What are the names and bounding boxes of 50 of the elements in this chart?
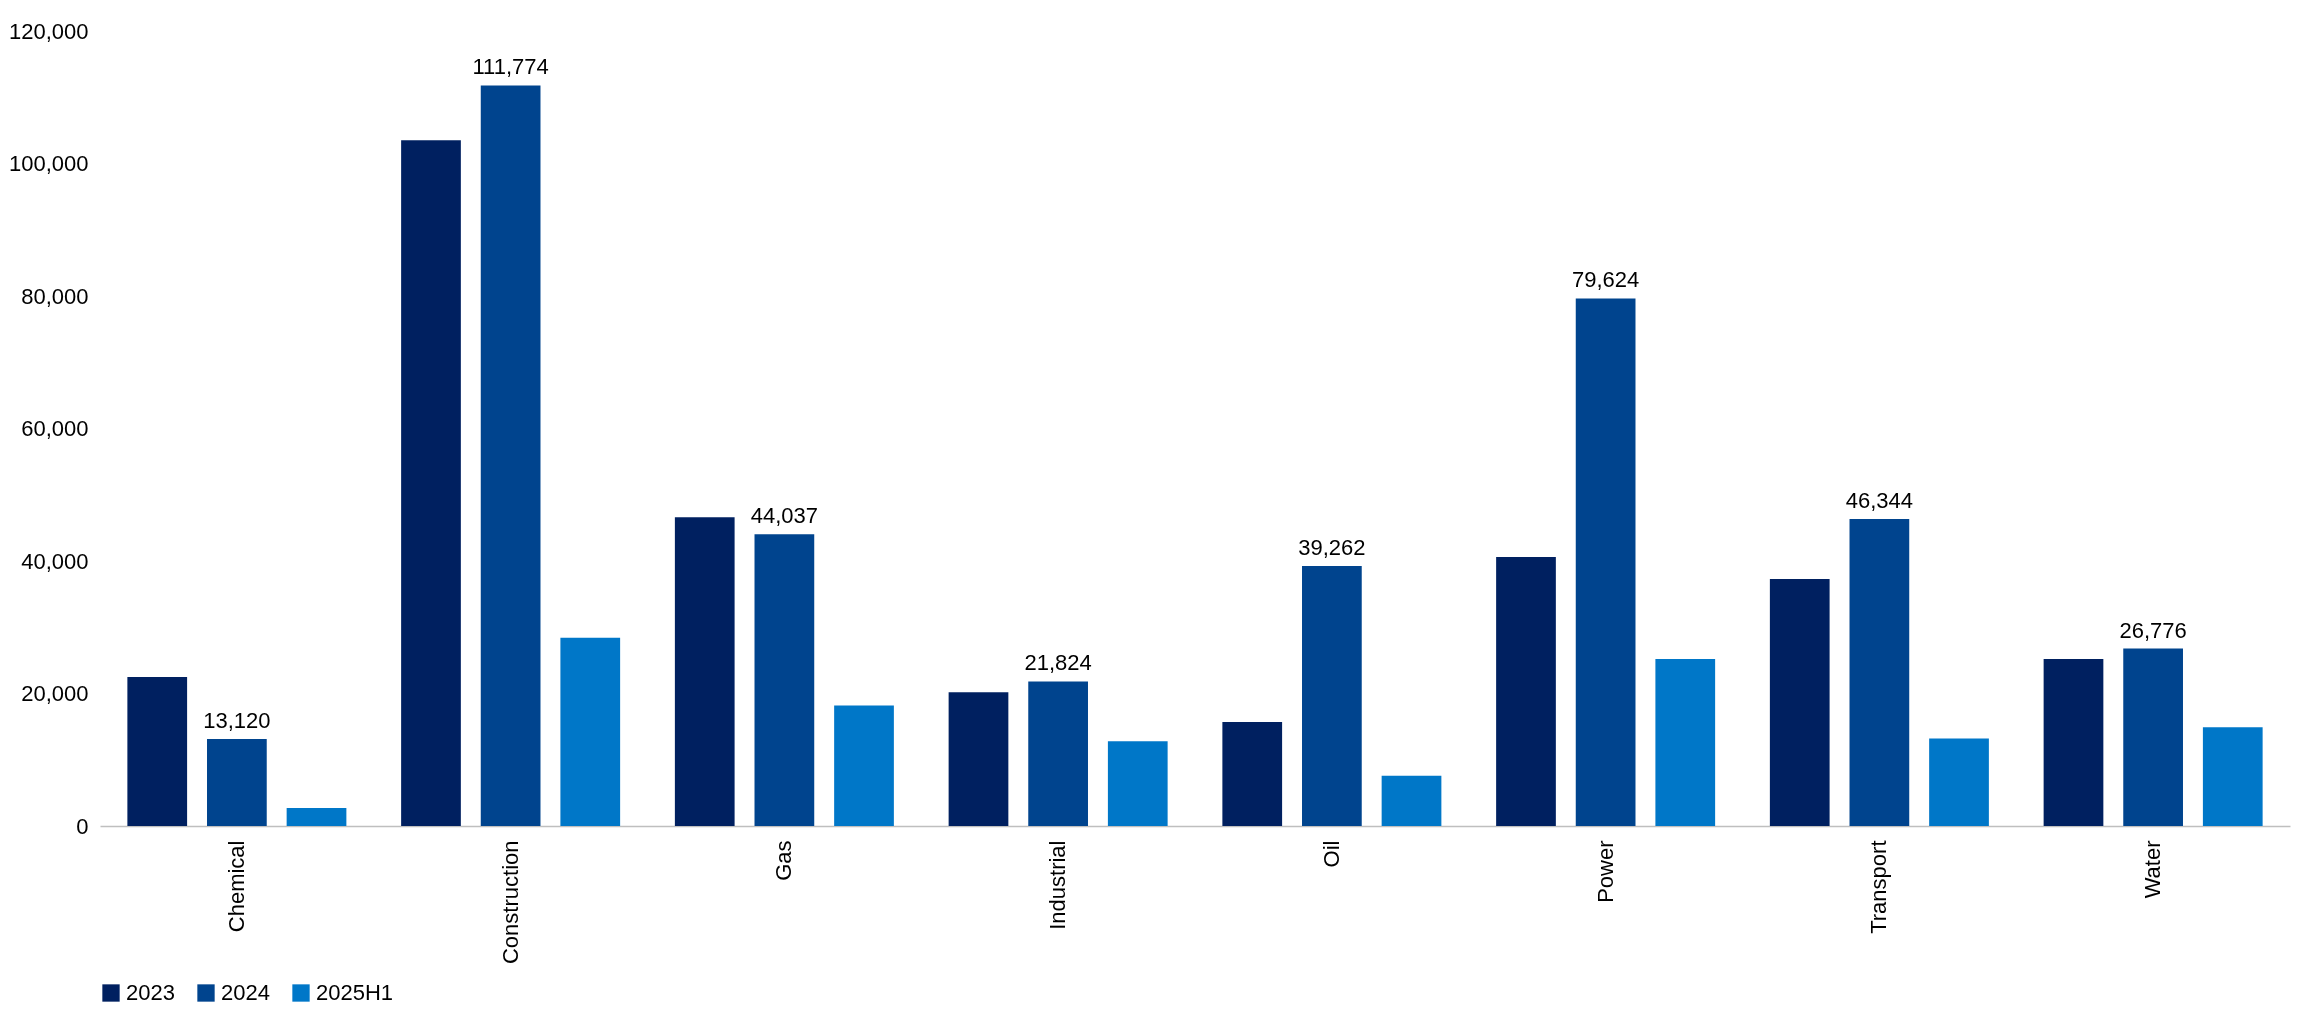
- bar: [480, 85, 541, 826]
- legend-label: 2025H1: [316, 980, 394, 1005]
- bar: [1107, 741, 1168, 826]
- y-tick-label: 20,000: [21, 681, 89, 706]
- x-tick-label: Power: [1592, 840, 1618, 903]
- x-tick-label: Transport: [1866, 840, 1892, 934]
- y-tick-label: 40,000: [21, 548, 89, 574]
- y-tick-label: 120,000: [8, 18, 89, 44]
- data-label: 13,120: [203, 708, 271, 734]
- data-label: 79,624: [1571, 267, 1640, 293]
- x-tick-label: Gas: [771, 840, 797, 881]
- y-tick-label: 80,000: [21, 283, 89, 309]
- data-label: 26,776: [2119, 617, 2187, 643]
- legend-label: 2023: [126, 980, 175, 1005]
- bar: [834, 705, 894, 826]
- bar: [1769, 578, 1830, 826]
- bar: [401, 140, 461, 826]
- bar: [1655, 659, 1716, 826]
- bar: [560, 637, 621, 826]
- legend-label: 2024: [221, 980, 270, 1005]
- bar: [2043, 659, 2104, 826]
- bar: [754, 534, 815, 826]
- x-tick-label: Construction: [497, 840, 523, 965]
- bar: [207, 739, 267, 826]
- bar: [1302, 565, 1362, 826]
- bar: [1028, 681, 1088, 826]
- x-tick-label: Industrial: [1045, 840, 1071, 930]
- bar: [1496, 557, 1556, 826]
- y-tick-label: 0: [76, 813, 89, 839]
- bar: [2123, 648, 2183, 826]
- x-tick-label: Chemical: [223, 840, 249, 933]
- bar: [674, 517, 735, 826]
- x-tick-label: Water: [2140, 840, 2166, 899]
- bar: [1222, 721, 1283, 826]
- data-label: 39,262: [1298, 534, 1366, 560]
- bar: [1929, 738, 1989, 826]
- x-tick-label: Oil: [1318, 840, 1344, 868]
- bar: [127, 676, 188, 826]
- bar: [2202, 727, 2263, 826]
- y-tick-label: 60,000: [21, 416, 89, 441]
- bar: [1381, 775, 1442, 826]
- data-label: 111,774: [472, 54, 549, 80]
- bar: [1575, 298, 1636, 826]
- bar: [286, 808, 347, 826]
- bar: [1849, 518, 1910, 826]
- y-tick-label: 100,000: [8, 151, 89, 176]
- data-label: 21,824: [1024, 650, 1092, 676]
- bar: [948, 692, 1009, 826]
- data-label: 46,344: [1845, 487, 1914, 513]
- data-label: 44,037: [750, 503, 819, 529]
